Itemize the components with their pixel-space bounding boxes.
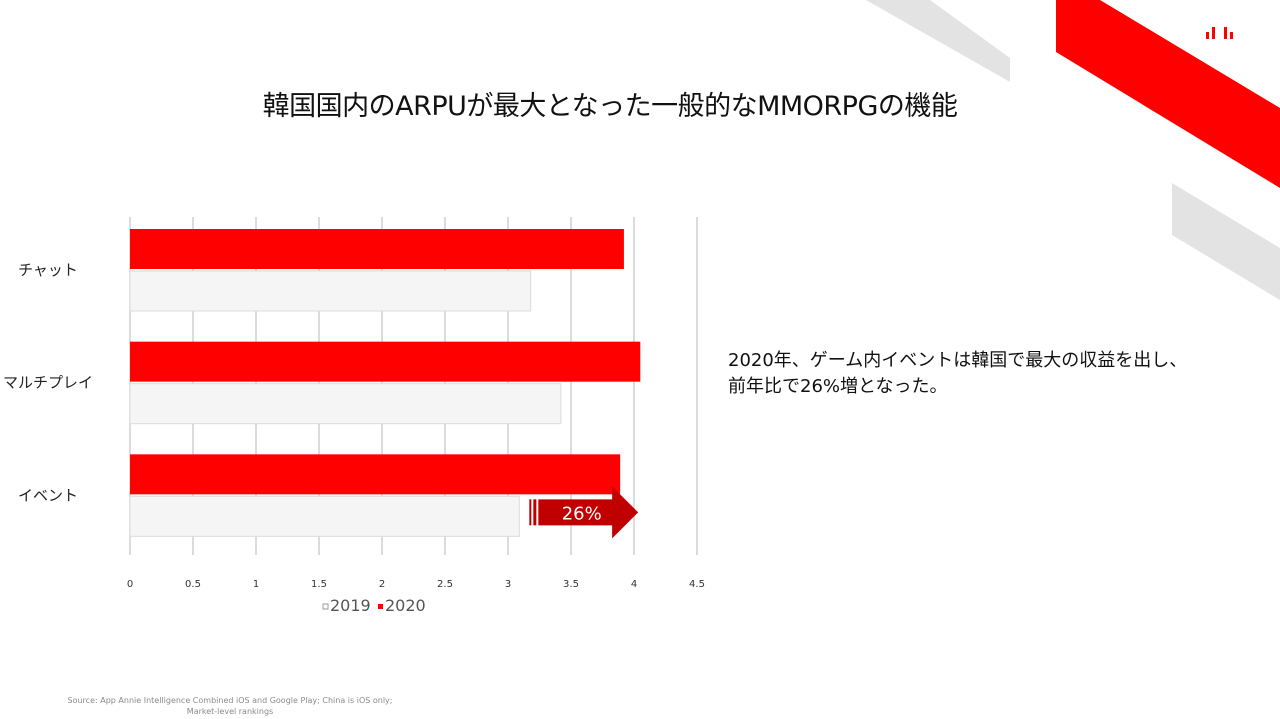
bar-2020 [130, 341, 641, 382]
pangle-logo [1202, 22, 1236, 39]
x-tick-label: 3.5 [563, 579, 579, 590]
x-tick-label: 1 [253, 579, 259, 590]
bar-2020 [130, 229, 624, 269]
bar-2019 [129, 383, 562, 425]
x-tick-label: 2.5 [437, 579, 453, 590]
slide-title: 韓国国内のARPUが最大となった一般的なMMORPGの機能 [262, 91, 958, 122]
bar-2020 [130, 454, 621, 495]
x-tick-label: 0 [127, 579, 133, 590]
x-tick-label: 2 [379, 579, 385, 590]
source-note: Source: App Annie Intelligence Combined … [30, 695, 430, 717]
gray-stripe-top [866, 0, 1010, 82]
growth-annotation-label: 26% [562, 503, 602, 524]
x-tick-label: 4.5 [689, 579, 705, 590]
bar-2019 [129, 270, 532, 312]
source-line-1: Source: App Annie Intelligence Combined … [67, 696, 393, 705]
pangle-logo-text: Pangle [1197, 42, 1234, 54]
description-line-1: 2020年、ゲーム内イベントは韓国で最大の収益を出し、 [728, 350, 1188, 371]
category-label: マルチプレイ [3, 374, 93, 392]
legend-swatch-2020 [378, 604, 383, 609]
x-tick-label: 0.5 [185, 579, 201, 590]
legend-label-2019: 2019 [330, 596, 371, 615]
x-tick-label: 3 [505, 579, 511, 590]
bar-2019 [129, 495, 520, 537]
legend-swatch-2019 [322, 603, 329, 610]
growth-arrow [529, 486, 639, 539]
gray-stripe-right [1172, 183, 1280, 300]
source-line-2: Market-level rankings [186, 707, 274, 716]
category-label: イベント [18, 486, 78, 504]
category-label: チャット [18, 261, 78, 279]
x-tick-label: 1.5 [311, 579, 327, 590]
description: 2020年、ゲーム内イベントは韓国で最大の収益を出し、 前年比で26%増となった… [728, 348, 1248, 400]
legend-label-2020: 2020 [385, 596, 426, 615]
description-line-2: 前年比で26%増となった。 [728, 376, 948, 397]
x-tick-label: 4 [631, 579, 637, 590]
